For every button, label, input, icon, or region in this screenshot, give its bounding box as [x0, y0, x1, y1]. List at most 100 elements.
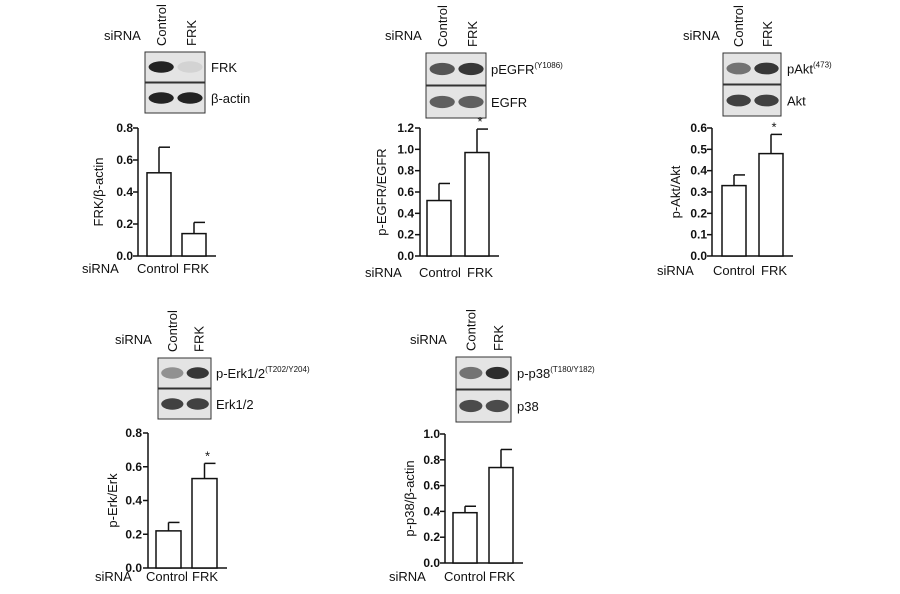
- blot-band-label: p-Erk1/2(T202/Y204): [216, 365, 310, 381]
- y-tick-label: 0.6: [125, 460, 142, 474]
- bar: [452, 511, 478, 564]
- y-tick-label: 0.8: [116, 121, 133, 135]
- blot-band: [177, 92, 203, 104]
- y-axis-label: p-Erk/Erk: [105, 473, 120, 528]
- panel-p38: siRNA Control FRKp-p38(T180/Y182)p380.00.2…: [389, 309, 595, 584]
- y-tick-label: 0.2: [125, 527, 142, 541]
- x-row-label: siRNA: [657, 263, 694, 278]
- y-tick-label: 1.0: [397, 142, 414, 156]
- blot-band: [429, 62, 455, 76]
- blot-sirna-label: siRNA: [410, 332, 447, 347]
- panel-frk: siRNA Control FRK FRK β-actin 0.0 0.2 0.4 0.6 0.8…: [82, 4, 250, 276]
- blot-lane-label: Control: [154, 4, 169, 46]
- blot-band: [161, 398, 184, 410]
- bar: [181, 232, 207, 257]
- blot-band: [459, 366, 483, 380]
- significance-mark: *: [771, 119, 776, 134]
- x-row-label: siRNA: [95, 569, 132, 584]
- blot-band: [186, 398, 209, 410]
- y-tick-label: 0.2: [690, 206, 707, 220]
- blot-row-1: p38: [455, 389, 539, 423]
- blot-lane-label: Control: [435, 5, 450, 47]
- blot-lane-label: FRK: [491, 325, 506, 351]
- y-tick-label: 0.0: [423, 556, 440, 570]
- blot-band-label: FRK: [211, 60, 237, 75]
- y-tick-label: 0.4: [125, 494, 142, 508]
- y-tick-label: 0.6: [116, 153, 133, 167]
- x-category-label: FRK: [467, 265, 493, 280]
- blot-band-label: pAkt(473): [787, 61, 832, 77]
- blot-lane-label: Control: [731, 5, 746, 47]
- panel-akt: siRNA Control FRK pAkt(473) Akt 0.0 0.1 0.2 0.3 0…: [657, 5, 832, 278]
- y-tick-label: 0.0: [397, 249, 414, 263]
- y-axis-label: p-p38/β-actin: [402, 460, 417, 536]
- y-tick-label: 0.6: [423, 479, 440, 493]
- blot-band: [458, 62, 484, 76]
- y-tick-label: 0.8: [125, 426, 142, 440]
- blot-sirna-label: siRNA: [115, 332, 152, 347]
- x-category-label: Control: [137, 261, 179, 276]
- bar: [721, 184, 747, 257]
- blot-band-label: EGFR: [491, 95, 527, 110]
- bar: [758, 152, 784, 257]
- significance-mark: *: [205, 448, 210, 463]
- blot-lane-label: FRK: [465, 21, 480, 47]
- blot-sirna-label: siRNA: [683, 28, 720, 43]
- blot-band: [148, 92, 174, 104]
- blot-lane-label: FRK: [184, 20, 199, 46]
- y-tick-label: 0.5: [690, 142, 707, 156]
- panel-egfr: siRNA Control FRK pEGFR(Y1086) EGFR 0.0 0.2 0.4…: [365, 5, 563, 280]
- x-category-label: FRK: [761, 263, 787, 278]
- x-category-label: Control: [419, 265, 461, 280]
- blot-band: [485, 366, 509, 380]
- blot-band-label: Akt: [787, 94, 806, 109]
- y-tick-label: 0.6: [690, 121, 707, 135]
- significance-mark: *: [477, 114, 482, 129]
- x-category-label: Control: [713, 263, 755, 278]
- x-row-label: siRNA: [82, 261, 119, 276]
- blot-band: [485, 399, 509, 413]
- y-tick-label: 0.8: [423, 453, 440, 467]
- blot-band: [186, 367, 209, 379]
- y-tick-label: 0.0: [116, 249, 133, 263]
- y-tick-label: 0.1: [690, 228, 707, 242]
- y-axis-label: FRK/β-actin: [91, 158, 106, 227]
- blot-lane-label: FRK: [191, 326, 206, 352]
- blot-band: [161, 367, 184, 379]
- blot-sirna-label: siRNA: [104, 28, 141, 43]
- blot-row-0: pEGFR(Y1086): [425, 52, 563, 86]
- x-category-label: Control: [146, 569, 188, 584]
- blot-band: [754, 62, 779, 75]
- y-tick-label: 0.3: [690, 185, 707, 199]
- x-category-label: FRK: [192, 569, 218, 584]
- blot-band-label: pEGFR(Y1086): [491, 61, 563, 77]
- bar: [464, 151, 490, 257]
- blot-band: [148, 61, 174, 73]
- bar: [488, 466, 514, 564]
- y-tick-label: 0.4: [116, 185, 133, 199]
- blot-row-1: EGFR: [425, 85, 527, 119]
- y-axis-label: p-EGFR/EGFR: [374, 148, 389, 235]
- bar: [146, 172, 172, 257]
- blot-band-label: Erk1/2: [216, 397, 254, 412]
- x-row-label: siRNA: [389, 569, 426, 584]
- blot-band-label: β-actin: [211, 91, 250, 106]
- y-axis-label: p-Akt/Akt: [668, 165, 683, 218]
- bar: [191, 477, 218, 569]
- blot-row-0: p-Erk1/2(T202/Y204): [157, 357, 310, 389]
- blot-band-label: p-p38(T180/Y182): [517, 365, 595, 381]
- x-category-label: FRK: [489, 569, 515, 584]
- y-tick-label: 0.0: [125, 561, 142, 575]
- blot-lane-label: FRK: [760, 21, 775, 47]
- y-tick-label: 0.0: [690, 249, 707, 263]
- y-tick-label: 0.2: [116, 217, 133, 231]
- y-tick-label: 0.4: [397, 206, 414, 220]
- blot-band: [726, 94, 751, 107]
- x-category-label: Control: [444, 569, 486, 584]
- blot-band: [177, 61, 203, 73]
- blot-row-0: p-p38(T180/Y182): [455, 356, 595, 390]
- blot-sirna-label: siRNA: [385, 28, 422, 43]
- blot-band: [726, 62, 751, 75]
- blot-band: [459, 399, 483, 413]
